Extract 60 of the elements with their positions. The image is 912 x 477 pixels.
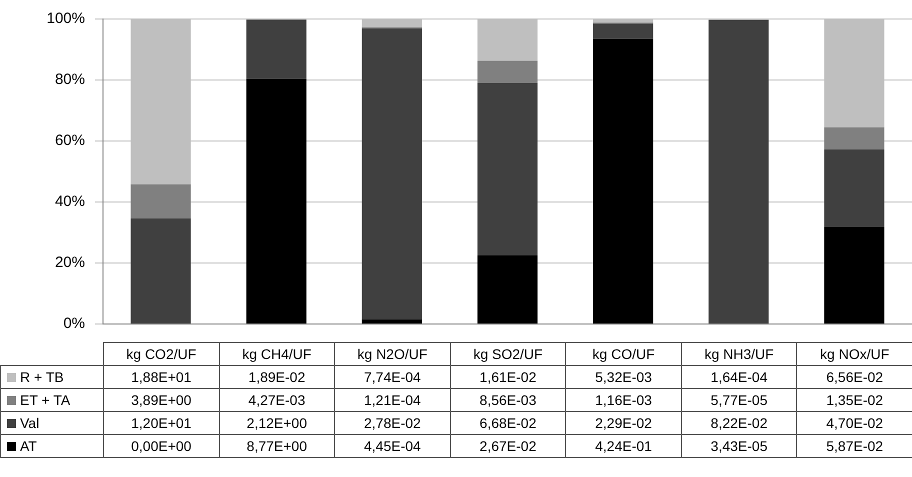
- text: 1,35E-02: [796, 388, 912, 412]
- text: 2,12E+00: [219, 412, 335, 434]
- bar: [246, 20, 306, 79]
- text: 3,89E+00: [104, 388, 220, 412]
- text: 4,45E-04: [334, 434, 450, 458]
- x-tick-label: kg CH4/UF: [219, 342, 335, 366]
- text: 2,29E-02: [566, 412, 682, 434]
- text: 2,67E-02: [450, 434, 566, 458]
- y-tick-label: 0%: [63, 315, 85, 332]
- text: 8,22E-02: [681, 412, 797, 434]
- text: 1,16E-03: [566, 388, 682, 412]
- bar: [824, 150, 884, 228]
- legend-label: AT: [0, 434, 104, 458]
- text: 0,00E+00: [104, 434, 220, 458]
- bar: [593, 24, 654, 39]
- text: 2,78E-02: [334, 412, 450, 434]
- bar: [708, 20, 769, 324]
- text: 1,64E-04: [681, 366, 797, 388]
- text: 1,88E+01: [104, 366, 220, 388]
- x-tick-label: kg CO2/UF: [104, 342, 220, 366]
- text: 8,56E-03: [450, 388, 566, 412]
- bar: [477, 255, 538, 324]
- bar: [130, 184, 191, 218]
- text: 5,32E-03: [566, 366, 682, 388]
- bar: [362, 319, 422, 324]
- text: 1,20E+01: [104, 412, 220, 434]
- bar: [593, 38, 654, 324]
- text: 6,68E-02: [450, 412, 566, 434]
- legend-label: ET + TA: [0, 388, 104, 412]
- y-tick-label: 100%: [46, 10, 85, 28]
- x-tick-label: kg SO2/UF: [450, 342, 566, 366]
- bar: [362, 28, 422, 320]
- text: 1,61E-02: [450, 366, 566, 388]
- text: 1,21E-04: [334, 388, 450, 412]
- text: 5,77E-05: [681, 388, 797, 412]
- text: 3,43E-05: [681, 434, 797, 458]
- bar: [477, 60, 538, 83]
- bar: [246, 78, 306, 324]
- legend-label: Val: [0, 412, 104, 434]
- text: 4,24E-01: [566, 434, 682, 458]
- legend-label: R + TB: [0, 366, 104, 388]
- text: 4,70E-02: [796, 412, 912, 434]
- text: 6,56E-02: [796, 366, 912, 388]
- text: 5,87E-02: [796, 434, 912, 458]
- bar: [477, 82, 538, 256]
- text: 4,27E-03: [219, 388, 335, 412]
- bar: [130, 218, 191, 324]
- text: 7,74E-04: [334, 366, 450, 388]
- y-tick-label: 80%: [54, 71, 85, 88]
- y-tick-label: 20%: [54, 254, 85, 272]
- x-tick-label: kg N2O/UF: [334, 342, 450, 366]
- bar: [824, 127, 884, 150]
- text: 1,89E-02: [219, 366, 335, 388]
- y-tick-label: 60%: [54, 132, 85, 150]
- text: 8,77E+00: [219, 434, 335, 458]
- bar: [824, 227, 884, 324]
- x-tick-label: kg NOx/UF: [796, 342, 912, 366]
- x-tick-label: kg NH3/UF: [681, 342, 797, 366]
- x-tick-label: kg CO/UF: [566, 342, 682, 366]
- y-tick-label: 40%: [54, 193, 85, 210]
